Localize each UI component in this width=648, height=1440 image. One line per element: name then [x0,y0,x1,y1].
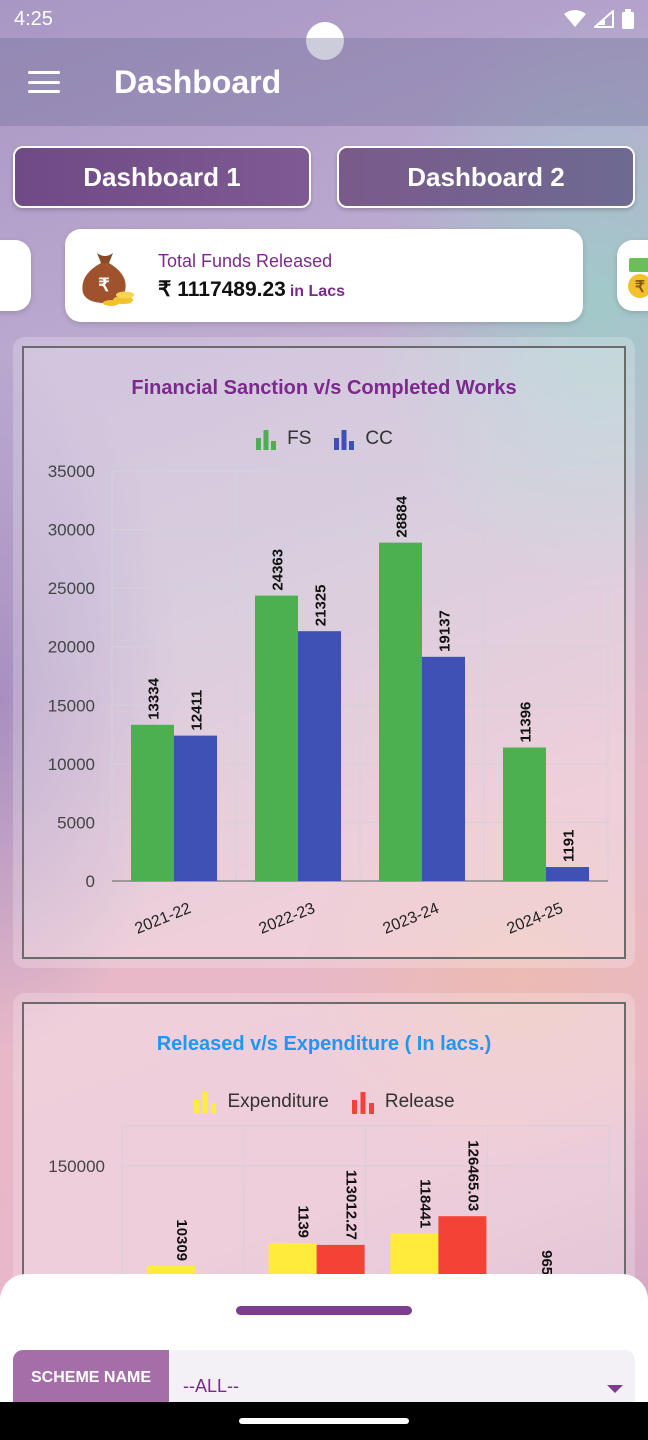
data-label: 21325 [313,584,330,626]
tab-dashboard-2[interactable]: Dashboard 2 [337,146,635,208]
y-tick-label: 35000 [48,462,95,481]
y-tick-label: 20000 [48,638,95,657]
system-nav-bar [0,1402,648,1440]
bar-cc [298,631,341,881]
dropdown-arrow-icon [607,1385,623,1393]
chart-fs-cc: 0 5000 10000 15000 20000 25000 30000 35000 13334… [48,462,609,938]
home-gesture-handle[interactable] [239,1418,409,1424]
data-label: 13334 [146,677,163,719]
legend-item-release[interactable]: Release [351,1090,455,1114]
scheme-selected-value: --ALL-- [183,1376,240,1396]
status-icons [564,9,634,29]
funds-title: Total Funds Released [158,251,333,271]
y-tick-label: 25000 [48,579,95,598]
page-title: Dashboard [114,63,282,100]
bar-chart-icon [194,1092,217,1114]
bar-chart-icon [334,430,355,450]
funds-value: ₹ 1117489.23 in Lacs [158,277,345,302]
data-label: 113012.27 [343,1170,360,1240]
legend-label: CC [365,428,393,449]
scheme-name-dropdown[interactable]: --ALL-- [169,1350,635,1410]
bar-fs [503,747,546,881]
money-icon: ₹ [628,258,648,298]
scheme-name-label: SCHEME NAME [13,1350,169,1410]
y-tick-label: 10000 [48,755,95,774]
chart-legend: FS CC [24,428,624,450]
data-label: 1191 [561,830,578,863]
svg-text:₹: ₹ [98,275,110,295]
data-label: 118441 [416,1179,433,1228]
summary-card-funds[interactable]: ₹ Total Funds Released ₹ 1117489.23 in La… [65,229,583,322]
bar-cc [546,867,589,881]
data-label: 28884 [394,495,411,537]
funds-amount: 1117489.23 [177,278,286,301]
legend-item-cc[interactable]: CC [333,428,393,450]
bar-fs [379,542,422,881]
summary-card-previous[interactable] [0,240,31,311]
chart-title: Financial Sanction v/s Completed Works [131,377,517,399]
currency-symbol: ₹ [158,278,172,301]
summary-card-next[interactable]: ₹ [617,240,648,311]
bar-cc [174,735,217,881]
status-time: 4:25 [14,7,53,30]
chart-release-expenditure: 150000 10309 1139 113012.27 118441 126465.03 9… [48,1125,610,1290]
legend-item-expenditure[interactable]: Expenditure [193,1090,329,1114]
money-bag-icon: ₹ [82,253,134,306]
legend-label: Expenditure [227,1091,329,1112]
bar-fs [255,595,298,881]
menu-icon[interactable] [28,71,60,93]
legend-item-fs[interactable]: FS [255,428,311,450]
bar-cc [422,656,465,881]
data-label: 1139 [295,1205,312,1238]
chart-legend: Expenditure Release [24,1090,624,1114]
tab-dashboard-1[interactable]: Dashboard 1 [13,146,311,208]
bar-chart-icon [256,430,277,450]
svg-text:₹: ₹ [635,279,645,296]
camera-cutout [306,22,344,60]
data-label: 965 [538,1250,555,1275]
status-bar: 4:25 [0,0,648,38]
data-label: 24363 [270,549,287,591]
bar-fs [131,724,174,881]
funds-unit: in Lacs [289,283,345,300]
y-tick-label: 5000 [57,813,95,832]
data-label: 126465.03 [464,1140,481,1211]
data-label: 11396 [518,702,535,743]
chart-title: Released v/s Expenditure ( In lacs.) [156,1033,492,1055]
data-label: 10309 [173,1219,190,1261]
data-label: 12411 [189,690,206,731]
bar-chart-icon [351,1092,374,1114]
y-tick-label: 150000 [48,1157,105,1176]
signal-icon [594,10,614,28]
battery-icon [622,9,634,29]
wifi-icon [564,10,586,27]
legend-label: Release [384,1091,455,1112]
y-tick-label: 15000 [48,696,95,715]
data-label: 19137 [437,610,454,652]
y-tick-label: 30000 [48,521,95,540]
app-bar: Dashboard [0,38,648,126]
y-tick-label: 0 [86,872,95,891]
legend-label: FS [287,428,312,449]
sheet-drag-handle[interactable] [236,1306,412,1315]
